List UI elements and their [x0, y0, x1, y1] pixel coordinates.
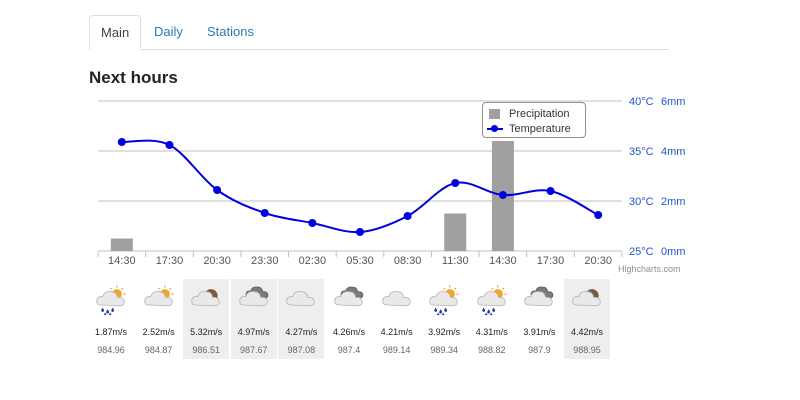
temperature-point: [165, 141, 174, 149]
x-axis-tick-label: 14:30: [108, 255, 136, 267]
temperature-point: [356, 228, 364, 236]
wind-speed: 5.32m/s: [190, 327, 223, 337]
forecast-column: 2.52m/s 984.87: [136, 279, 182, 359]
wind-speed: 4.97m/s: [237, 327, 270, 337]
tab-daily[interactable]: Daily: [143, 15, 194, 49]
temperature-line: [121, 139, 599, 234]
pressure: 989.14: [382, 345, 411, 355]
temperature-point: [403, 212, 412, 220]
precipitation-bar: [444, 213, 467, 251]
forecast-column: 5.32m/s 986.51: [183, 279, 230, 359]
wind-speed: 4.42m/s: [570, 327, 603, 337]
precipitation-bar: [110, 238, 133, 251]
x-axis-tick-label: 05:30: [346, 255, 374, 267]
forecast-column: 4.21m/s 989.14: [374, 279, 420, 359]
forecast-column: 4.27m/s 987.08: [278, 279, 325, 359]
temperature-axis-tick: 40°C: [629, 96, 654, 108]
forecast-column: 4.31m/s 988.82: [469, 279, 515, 359]
wind-speed: 4.27m/s: [285, 327, 318, 337]
tab-stations-label: Stations: [207, 24, 254, 39]
legend-label-temperature: Temperature: [509, 123, 571, 135]
x-axis-tick-label: 14:30: [489, 255, 517, 267]
tab-daily-label: Daily: [154, 24, 183, 39]
x-axis-tick-label: 17:30: [156, 255, 184, 267]
forecast-column: 4.42m/s 988.95: [564, 279, 610, 359]
pressure: 988.95: [573, 345, 601, 355]
pressure: 988.82: [478, 345, 506, 355]
precipitation-swatch: [489, 109, 500, 119]
pressure: 987.67: [240, 345, 268, 355]
sun-cloud-rain-icon: [477, 285, 507, 315]
moon-cloud-icon: [572, 289, 601, 307]
wind-speed: 4.31m/s: [475, 327, 508, 337]
temperature-point: [213, 186, 222, 194]
precipitation-axis-tick: 6mm: [661, 96, 685, 108]
pressure: 986.51: [192, 345, 220, 355]
wind-speed: 3.91m/s: [523, 327, 556, 337]
temperature-point: [260, 209, 269, 217]
pressure: 984.96: [97, 345, 125, 355]
dark-cloud-icon: [334, 286, 364, 307]
pressure: 987.08: [287, 345, 316, 355]
cloud-icon: [381, 291, 411, 307]
x-axis-tick-label: 02:30: [299, 255, 327, 267]
sun-cloud-rain-icon: [429, 285, 459, 315]
forecast-column: 4.26m/s 987.4: [326, 279, 372, 359]
chart-legend: Precipitation Temperature: [482, 102, 586, 138]
wind-speed: 2.52m/s: [142, 327, 175, 337]
chart-credits[interactable]: Highcharts.com: [618, 264, 681, 274]
precipitation-axis-tick: 0mm: [661, 246, 685, 258]
tab-stations[interactable]: Stations: [196, 15, 265, 49]
temperature-axis-tick: 35°C: [629, 146, 654, 158]
tab-main[interactable]: Main: [89, 15, 142, 50]
temperature-point: [451, 179, 460, 187]
wind-speed: 4.21m/s: [380, 327, 413, 337]
dark-cloud-icon: [239, 286, 269, 307]
sun-cloud-rain-icon: [96, 285, 126, 315]
x-axis-tick-label: 08:30: [394, 255, 422, 267]
pressure: 989.34: [430, 345, 458, 355]
sun-cloud-icon: [143, 285, 174, 307]
pressure: 984.87: [144, 345, 173, 355]
pressure: 987.4: [337, 345, 361, 355]
temperature-point: [546, 187, 555, 195]
section-title: Next hours: [89, 68, 178, 87]
forecast-column: 3.91m/s 987.9: [516, 279, 562, 359]
wind-speed: 4.26m/s: [332, 327, 365, 337]
x-axis-tick-label: 11:30: [442, 255, 469, 267]
x-axis-tick-label: 23:30: [251, 255, 279, 267]
legend-label-precipitation: Precipitation: [509, 108, 570, 120]
cloud-icon: [286, 291, 316, 307]
tab-bar: Main Daily Stations: [89, 15, 669, 50]
precipitation-axis-tick: 4mm: [661, 146, 685, 158]
forecast-column: 4.97m/s 987.67: [230, 279, 277, 359]
dark-cloud-icon: [524, 286, 554, 307]
tab-main-label: Main: [101, 25, 130, 40]
pressure: 987.9: [528, 345, 551, 355]
precipitation-axis-tick: 2mm: [661, 196, 685, 208]
forecast-column: 3.92m/s 989.34: [421, 279, 467, 359]
x-axis-tick-label: 17:30: [537, 255, 565, 267]
wind-speed: 3.92m/s: [428, 327, 461, 337]
temperature-axis-tick: 25°C: [629, 246, 654, 258]
x-axis-tick-label: 20:30: [203, 255, 231, 267]
temperature-point: [594, 211, 603, 219]
temperature-point: [117, 138, 126, 146]
temperature-point: [308, 219, 317, 227]
temperature-axis-tick: 30°C: [629, 196, 654, 208]
temperature-marker-swatch: [491, 125, 498, 132]
forecast-column: 1.87m/s 984.96: [88, 279, 134, 359]
wind-speed: 1.87m/s: [94, 327, 127, 337]
temperature-point: [498, 191, 507, 199]
moon-cloud-icon: [191, 289, 220, 307]
x-axis-tick-label: 20:30: [584, 255, 612, 267]
